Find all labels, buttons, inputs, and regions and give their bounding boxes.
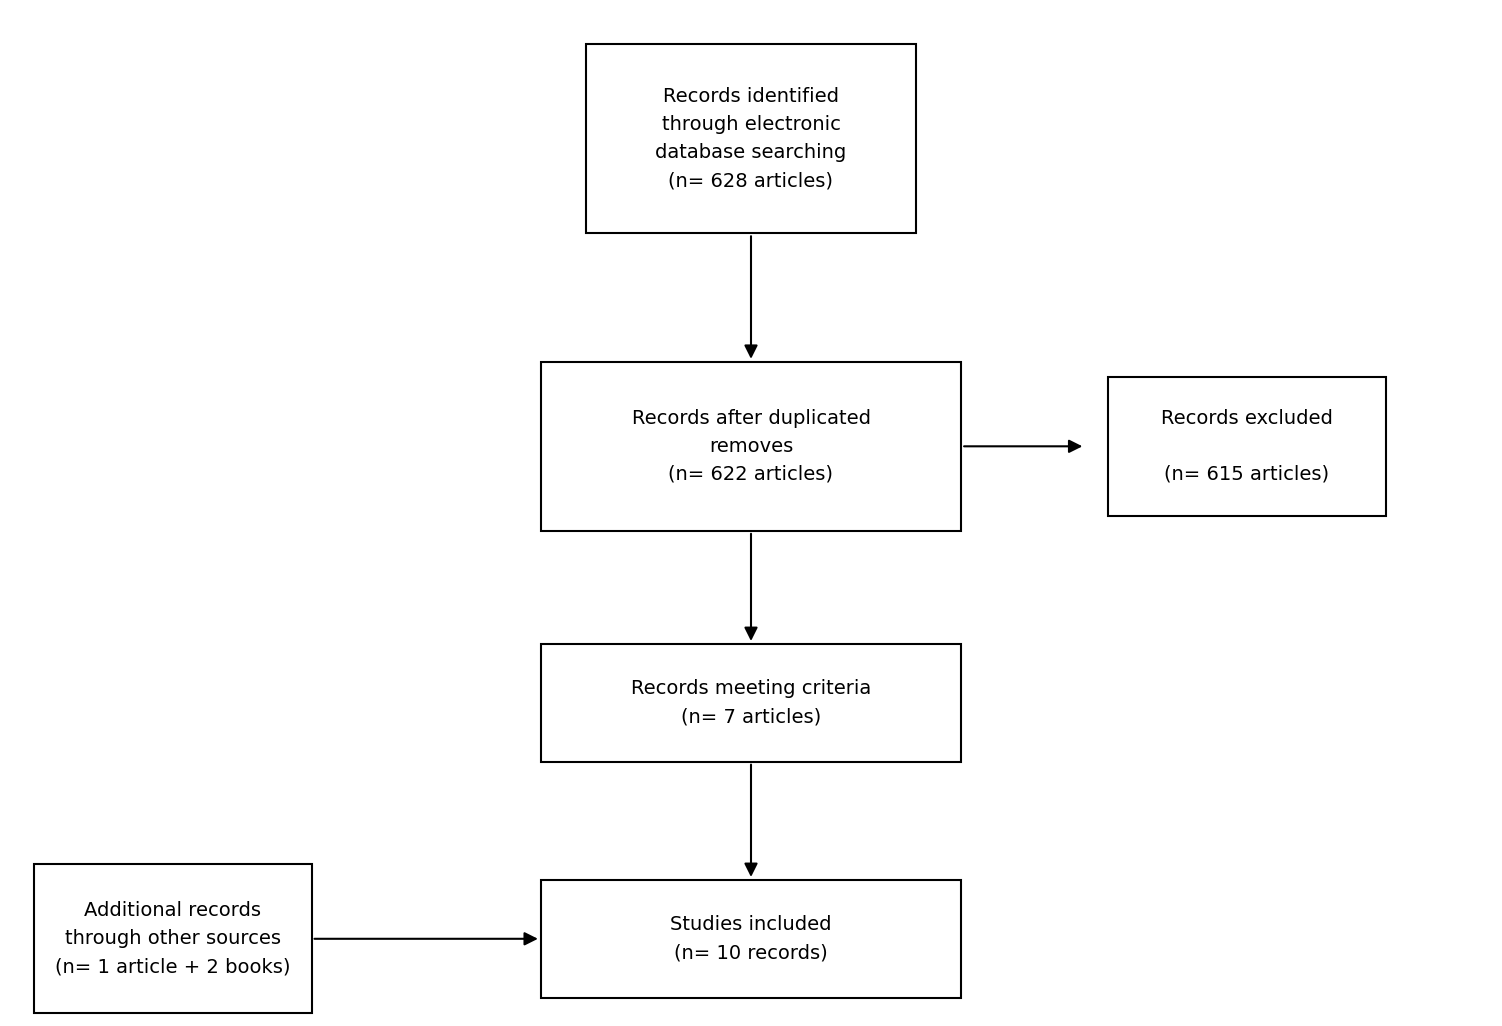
Text: Records excluded

(n= 615 articles): Records excluded (n= 615 articles) [1161, 408, 1332, 484]
FancyBboxPatch shape [541, 644, 961, 761]
Text: Records after duplicated
removes
(n= 622 articles): Records after duplicated removes (n= 622… [631, 408, 871, 484]
FancyBboxPatch shape [541, 879, 961, 997]
Text: Records meeting criteria
(n= 7 articles): Records meeting criteria (n= 7 articles) [631, 679, 871, 726]
FancyBboxPatch shape [35, 864, 312, 1014]
Text: Studies included
(n= 10 records): Studies included (n= 10 records) [670, 915, 832, 962]
Text: Records identified
through electronic
database searching
(n= 628 articles): Records identified through electronic da… [655, 87, 847, 190]
Text: Additional records
through other sources
(n= 1 article + 2 books): Additional records through other sources… [56, 901, 290, 977]
FancyBboxPatch shape [541, 362, 961, 531]
FancyBboxPatch shape [586, 44, 916, 234]
FancyBboxPatch shape [1108, 378, 1385, 516]
